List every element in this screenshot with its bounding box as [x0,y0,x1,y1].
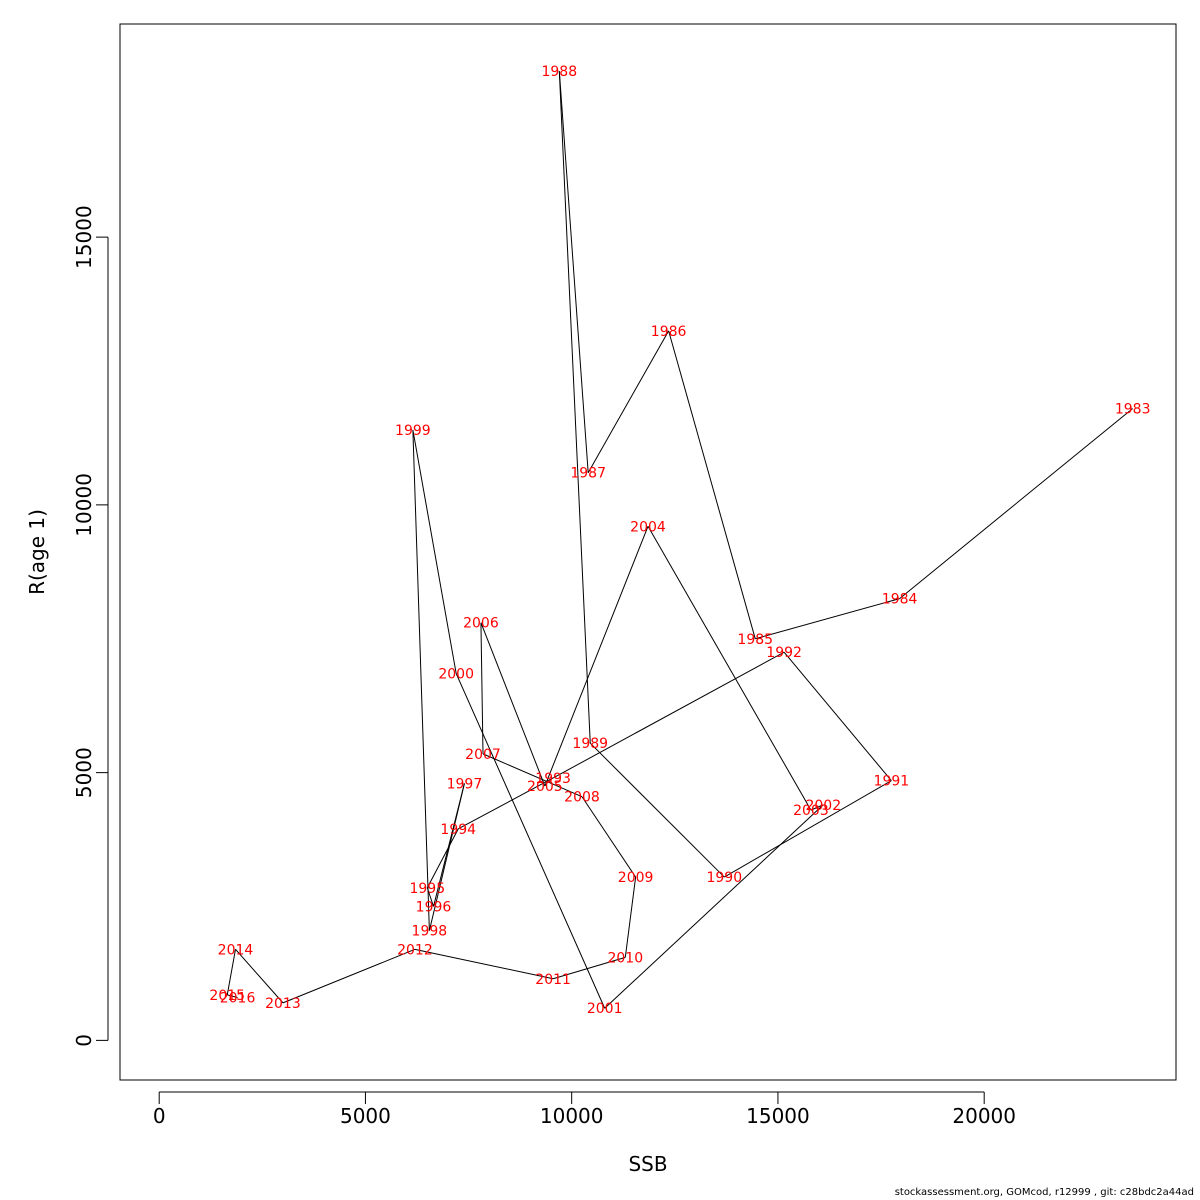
series-segment [414,948,554,980]
series-segment [724,780,892,878]
series-segment [647,526,812,811]
footer-credit: stockassessment.org, GOMcod, r12999 , gi… [894,1187,1194,1198]
y-tick-label: 5000 [72,747,96,798]
point-label: 1986 [651,324,687,340]
series-segment [552,651,785,779]
point-label: 2010 [607,950,643,966]
point-label: 2004 [630,519,666,535]
point-label: 1990 [706,870,742,886]
series-path [226,71,1134,1009]
series-segment [783,651,892,781]
series-segment [480,622,484,754]
series-segment [426,828,459,888]
point-label: 1991 [874,774,910,790]
series-segment [581,796,637,878]
x-axis-title: SSB [628,1152,667,1176]
series-segment [558,71,591,744]
point-label: 1999 [395,423,431,439]
series-segment [235,949,284,1004]
series-segment [810,804,824,811]
point-labels: 1983 1984 1985 1986 1987 1988 1989 1990 1991 1992… [209,64,1150,1017]
series-segment [226,949,236,995]
series-segment [604,804,824,1009]
x-tick-label: 5000 [340,1104,391,1128]
series-segment [624,876,637,958]
series-segment [544,526,649,787]
point-label: 1998 [412,924,448,940]
point-label: 1985 [737,632,773,648]
point-label: 2007 [465,747,501,763]
series-segment [755,598,900,640]
point-label: 1992 [766,645,802,661]
series-segment [482,753,583,798]
series-segment [552,956,626,980]
point-label: 1995 [409,881,445,897]
point-label: 2016 [220,991,256,1007]
point-label: 2001 [587,1001,623,1017]
series-segment [899,408,1134,599]
series-segment [412,429,457,674]
point-label: 2002 [805,798,841,814]
point-label: 2003 [793,803,829,819]
series-segment [480,622,546,787]
series-segment [412,429,430,931]
point-label: 2009 [618,870,654,886]
plot-frame [119,23,1177,1081]
series-segment [589,742,725,878]
point-label: 1987 [570,466,606,482]
x-axis: 0 5000 10000 15000 20000 [153,1091,1016,1128]
y-axis: 0 5000 10000 15000 [72,205,109,1047]
series-segment [455,673,606,1009]
x-tick-label: 15000 [746,1104,810,1128]
point-label: 1989 [572,736,608,752]
series-segment [227,994,238,999]
point-label: 2008 [564,790,600,806]
point-label: 2005 [527,779,563,795]
y-tick-label: 15000 [72,205,96,269]
series-segment [428,783,465,931]
point-label: 2012 [397,942,433,958]
point-label: 2013 [265,996,301,1012]
point-label: 2015 [209,988,245,1004]
series-segment [587,330,670,473]
point-label: 1994 [440,822,476,838]
point-label: 2000 [438,667,474,683]
series-segment [282,948,416,1004]
point-label: 1997 [447,776,483,792]
y-axis-title: R(age 1) [25,509,49,595]
point-label: 1996 [416,899,452,915]
y-tick-label: 10000 [72,473,96,537]
series-segment [458,777,554,830]
point-label: 1984 [882,592,918,608]
point-label: 1993 [535,771,571,787]
x-tick-label: 0 [153,1104,166,1128]
series-segment [668,330,756,639]
point-label: 2011 [535,972,571,988]
x-tick-label: 10000 [540,1104,604,1128]
series-segment [558,71,589,473]
point-label: 2006 [463,616,499,632]
point-label: 2014 [218,942,254,958]
x-tick-label: 20000 [952,1104,1016,1128]
point-label: 1983 [1115,401,1151,417]
point-label: 1988 [541,64,577,80]
y-tick-label: 0 [72,1034,96,1047]
